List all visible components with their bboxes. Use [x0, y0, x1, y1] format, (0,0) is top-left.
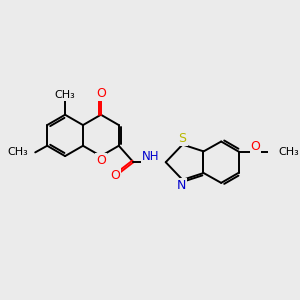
Text: CH₃: CH₃ — [55, 90, 76, 100]
Text: NH: NH — [142, 150, 159, 163]
Text: CH₃: CH₃ — [7, 147, 28, 158]
Text: N: N — [176, 179, 186, 192]
Text: O: O — [96, 154, 106, 167]
Text: CH₃: CH₃ — [279, 147, 299, 157]
Text: O: O — [97, 87, 106, 100]
Text: O: O — [250, 140, 260, 152]
Text: O: O — [110, 169, 120, 182]
Text: S: S — [178, 132, 187, 145]
